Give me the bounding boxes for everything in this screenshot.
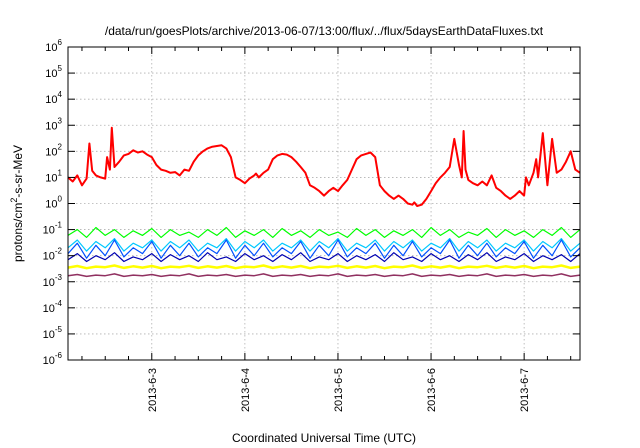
- y-tick-label: 105: [45, 64, 62, 80]
- y-tick-label: 100: [45, 195, 62, 211]
- y-tick-exponent: 1: [58, 168, 63, 177]
- y-tick-exponent: -6: [55, 351, 63, 360]
- x-tick-label: 2013-6-6: [426, 368, 438, 412]
- y-tick-base: 10: [45, 172, 57, 184]
- x-tick-label: 2013-6-7: [519, 368, 531, 412]
- y-tick-label: 10-3: [43, 273, 63, 289]
- y-tick-label: 10-1: [43, 221, 63, 237]
- y-tick-label: 10-6: [43, 351, 63, 367]
- y-tick-base: 10: [43, 355, 55, 367]
- y-tick-exponent: -4: [55, 299, 63, 308]
- y-axis-label-superscript: 2: [9, 198, 19, 203]
- x-axis-label: Coordinated Universal Time (UTC): [232, 431, 416, 445]
- y-tick-label: 104: [45, 90, 62, 106]
- y-axis: 10-610-510-410-310-210-11001011021031041…: [43, 38, 580, 367]
- y-tick-exponent: 0: [58, 195, 63, 204]
- y-tick-base: 10: [45, 146, 57, 158]
- y-tick-base: 10: [45, 199, 57, 211]
- series-layer: [67, 126, 581, 278]
- y-tick-exponent: 2: [58, 142, 63, 151]
- series-line-6: [67, 264, 581, 270]
- y-axis-label-part-1: protons/cm: [11, 203, 25, 262]
- series-line-7: [67, 273, 581, 278]
- y-tick-base: 10: [43, 303, 55, 315]
- y-tick-base: 10: [43, 329, 55, 341]
- y-tick-exponent: 3: [58, 116, 63, 125]
- y-tick-exponent: -2: [55, 247, 63, 256]
- y-tick-base: 10: [43, 277, 55, 289]
- y-axis-label-part-2: -s-sr-MeV: [11, 145, 25, 198]
- series-line-1: [67, 126, 581, 207]
- series-line-5: [67, 252, 581, 263]
- y-tick-base: 10: [43, 225, 55, 237]
- y-tick-base: 10: [45, 68, 57, 80]
- y-tick-label: 10-2: [43, 247, 63, 263]
- y-tick-label: 106: [45, 38, 62, 54]
- y-tick-exponent: -1: [55, 221, 63, 230]
- y-tick-label: 102: [45, 142, 62, 158]
- y-tick-base: 10: [43, 251, 55, 263]
- y-tick-exponent: 4: [58, 90, 63, 99]
- y-tick-label: 101: [45, 168, 62, 184]
- x-tick-label: 2013-6-3: [147, 368, 159, 412]
- series-line-2: [67, 226, 581, 238]
- y-tick-label: 10-5: [43, 325, 63, 341]
- y-tick-exponent: -5: [55, 325, 63, 334]
- series-line-3: [67, 238, 581, 252]
- series-line-4: [67, 239, 581, 259]
- y-axis-label: protons/cm2-s-sr-MeV: [9, 145, 25, 262]
- x-axis: 2013-6-3 2013-6-4 2013-6-5 2013-6-6 2013-6-7: [81, 47, 572, 412]
- y-tick-label: 10-4: [43, 299, 63, 315]
- y-tick-base: 10: [45, 94, 57, 106]
- y-tick-base: 10: [45, 42, 57, 54]
- x-tick-label: 2013-6-5: [333, 368, 345, 412]
- y-tick-base: 10: [45, 120, 57, 132]
- chart-title: /data/run/goesPlots/archive/2013-06-07/1…: [105, 24, 544, 38]
- y-tick-label: 103: [45, 116, 62, 132]
- y-tick-exponent: -3: [55, 273, 63, 282]
- x-tick-label: 2013-6-4: [240, 368, 252, 412]
- y-tick-exponent: 6: [58, 38, 63, 47]
- y-tick-exponent: 5: [58, 64, 63, 73]
